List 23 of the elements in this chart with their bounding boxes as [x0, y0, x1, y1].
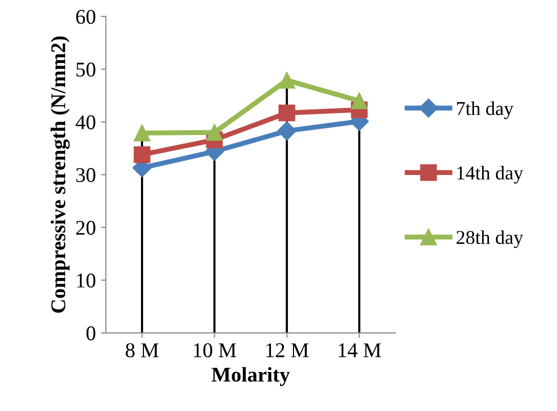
legend-label: 7th day [457, 101, 514, 120]
point [206, 124, 223, 141]
x-tick-label: 10 M [194, 343, 236, 358]
point [134, 146, 150, 163]
y-tick-label: 0 [86, 326, 96, 340]
y-tick-label: 10 [77, 274, 96, 288]
y-tick-label: 40 [76, 115, 96, 130]
point [134, 124, 150, 142]
y-tick-label: 30 [76, 168, 96, 182]
x-tick-label: 8 M [126, 343, 158, 358]
x-tick-label: 12 M [266, 343, 309, 358]
point [350, 92, 368, 110]
y-tick-label: 60 [76, 10, 96, 24]
y-tick-label: 50 [76, 62, 96, 77]
x-axis-title: Molarity [212, 367, 290, 386]
legend-label: 14th day [457, 166, 524, 184]
y-axis-title: Compressive strength (N/mm2) [50, 36, 70, 313]
x-tick-label: 14 M [338, 343, 381, 358]
point [278, 72, 296, 89]
legend-label: 28th day [456, 230, 524, 248]
point [278, 104, 296, 122]
point [277, 121, 296, 140]
y-tick-label: 20 [76, 220, 96, 235]
